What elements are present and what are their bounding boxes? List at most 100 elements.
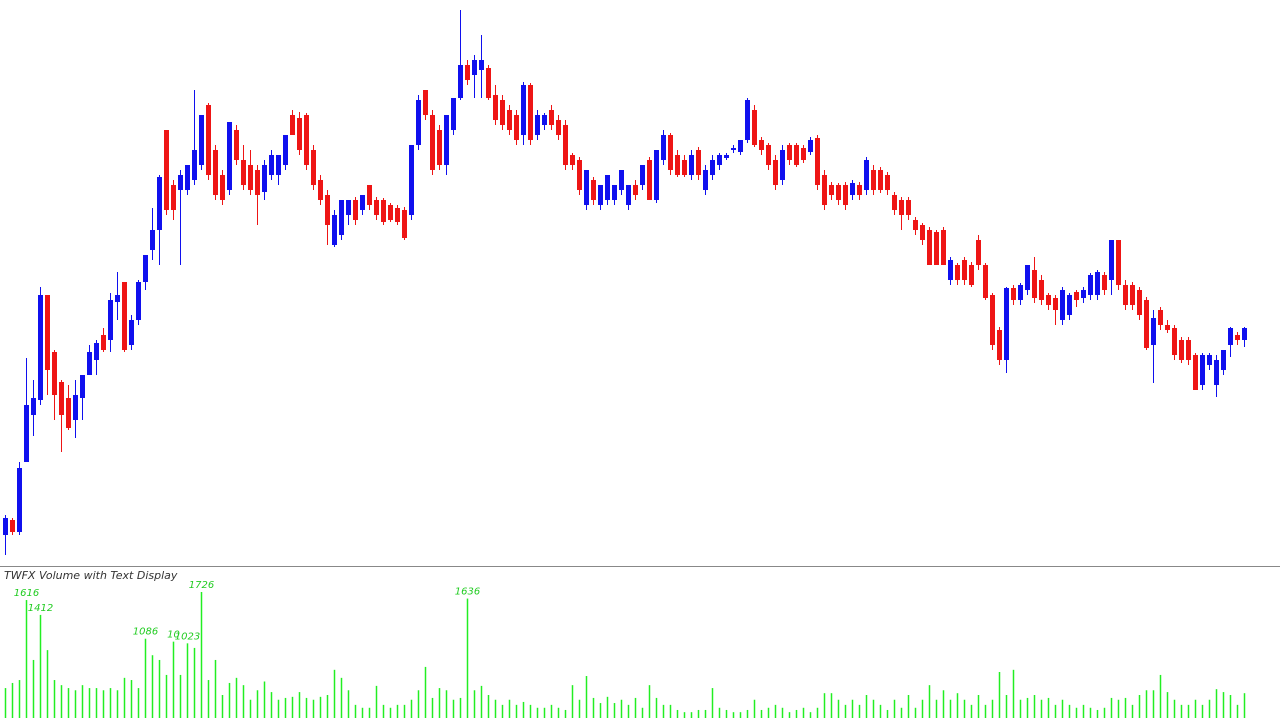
- candle-body: [129, 320, 134, 345]
- candle-body: [1095, 272, 1100, 295]
- candle-body: [423, 90, 428, 115]
- volume-label: 1412: [28, 603, 53, 614]
- candle-body: [661, 135, 666, 160]
- candle-body: [717, 155, 722, 165]
- candle-body: [563, 125, 568, 165]
- candle-body: [962, 260, 967, 280]
- candle-body: [388, 205, 393, 220]
- candle-body: [1032, 270, 1037, 298]
- candle-body: [752, 110, 757, 145]
- candle-body: [689, 155, 694, 175]
- candle-body: [290, 115, 295, 135]
- candle-body: [710, 160, 715, 175]
- candle-body: [402, 210, 407, 238]
- candle-body: [1172, 328, 1177, 355]
- candle-body: [430, 115, 435, 170]
- candle-body: [1200, 355, 1205, 385]
- candle-body: [528, 85, 533, 140]
- candle-body: [864, 160, 869, 190]
- candle-body: [857, 185, 862, 195]
- candle-body: [1221, 350, 1226, 370]
- candle-body: [213, 150, 218, 195]
- candle-body: [248, 165, 253, 190]
- candle-body: [507, 110, 512, 130]
- candle-body: [1193, 355, 1198, 390]
- candle-body: [612, 185, 617, 200]
- candle-body: [360, 195, 365, 210]
- candle-body: [269, 155, 274, 175]
- candle-body: [836, 185, 841, 200]
- candle-body: [1011, 288, 1016, 300]
- candle-body: [815, 138, 820, 185]
- candle-body: [1039, 280, 1044, 300]
- candle-body: [542, 115, 547, 125]
- candle-body: [395, 208, 400, 222]
- candle-body: [283, 135, 288, 165]
- candle-body: [850, 183, 855, 195]
- candle-body: [906, 200, 911, 215]
- candle-body: [822, 175, 827, 205]
- candle-body: [640, 165, 645, 185]
- candle-body: [633, 185, 638, 195]
- candle-body: [500, 100, 505, 125]
- candle-body: [101, 335, 106, 350]
- candle-body: [794, 145, 799, 165]
- candle-body: [892, 195, 897, 210]
- candle-body: [255, 170, 260, 195]
- candle-body: [73, 395, 78, 420]
- candle-body: [1158, 310, 1163, 325]
- candle-body: [647, 160, 652, 200]
- candle-body: [913, 220, 918, 230]
- candle-body: [465, 65, 470, 80]
- candle-body: [703, 170, 708, 190]
- candle-body: [843, 185, 848, 205]
- candle-body: [1214, 360, 1219, 385]
- candle-body: [262, 165, 267, 192]
- candle-body: [199, 115, 204, 165]
- candle-body: [87, 352, 92, 375]
- candle-body: [234, 130, 239, 160]
- candle-body: [570, 155, 575, 165]
- candle-body: [1151, 318, 1156, 345]
- candle-body: [381, 200, 386, 222]
- candle-body: [1235, 335, 1240, 340]
- candle-body: [38, 295, 43, 400]
- candle-body: [206, 105, 211, 175]
- candle-body: [1242, 328, 1247, 340]
- candle-body: [311, 150, 316, 185]
- candle-body: [227, 122, 232, 190]
- candle-body: [59, 382, 64, 415]
- candle-body: [927, 230, 932, 265]
- candle-body: [1025, 265, 1030, 290]
- candle-body: [1144, 300, 1149, 348]
- candle-body: [738, 140, 743, 152]
- candle-body: [451, 98, 456, 130]
- candle-body: [17, 468, 22, 532]
- candle-body: [339, 200, 344, 235]
- candle-body: [787, 145, 792, 160]
- candle-body: [276, 155, 281, 175]
- candle-body: [150, 230, 155, 250]
- candle-body: [955, 265, 960, 280]
- candle-body: [136, 282, 141, 320]
- candle-body: [591, 180, 596, 200]
- candle-body: [934, 232, 939, 265]
- candle-body: [976, 240, 981, 265]
- candle-body: [3, 518, 8, 535]
- candle-body: [941, 230, 946, 265]
- candle-body: [899, 200, 904, 215]
- candle-body: [171, 185, 176, 210]
- candle-body: [346, 200, 351, 215]
- candle-body: [1137, 290, 1142, 315]
- candle-body: [731, 148, 736, 150]
- candle-body: [829, 185, 834, 195]
- candle-body: [766, 145, 771, 165]
- candle-body: [1123, 285, 1128, 305]
- candle-body: [682, 160, 687, 175]
- candle-body: [605, 175, 610, 200]
- candle-body: [437, 130, 442, 165]
- candle-body: [1018, 285, 1023, 300]
- candle-body: [1067, 295, 1072, 315]
- candle-body: [52, 352, 57, 395]
